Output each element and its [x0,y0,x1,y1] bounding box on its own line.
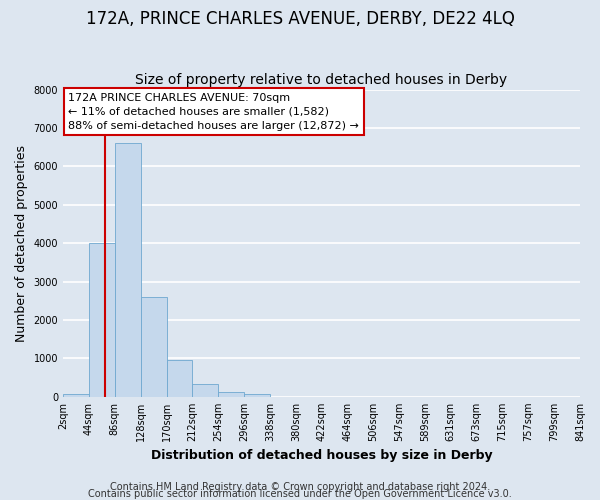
Bar [244,394,270,397]
Title: Size of property relative to detached houses in Derby: Size of property relative to detached ho… [136,73,508,87]
Bar [140,297,167,397]
X-axis label: Distribution of detached houses by size in Derby: Distribution of detached houses by size … [151,450,493,462]
Bar [167,360,193,397]
Text: 172A, PRINCE CHARLES AVENUE, DERBY, DE22 4LQ: 172A, PRINCE CHARLES AVENUE, DERBY, DE22… [86,10,514,28]
Bar [63,394,89,397]
Text: 172A PRINCE CHARLES AVENUE: 70sqm
← 11% of detached houses are smaller (1,582)
8: 172A PRINCE CHARLES AVENUE: 70sqm ← 11% … [68,92,359,130]
Bar [193,384,218,397]
Bar [218,392,244,397]
Text: Contains public sector information licensed under the Open Government Licence v3: Contains public sector information licen… [88,489,512,499]
Bar [89,243,115,397]
Y-axis label: Number of detached properties: Number of detached properties [15,144,28,342]
Text: Contains HM Land Registry data © Crown copyright and database right 2024.: Contains HM Land Registry data © Crown c… [110,482,490,492]
Bar [115,144,140,397]
